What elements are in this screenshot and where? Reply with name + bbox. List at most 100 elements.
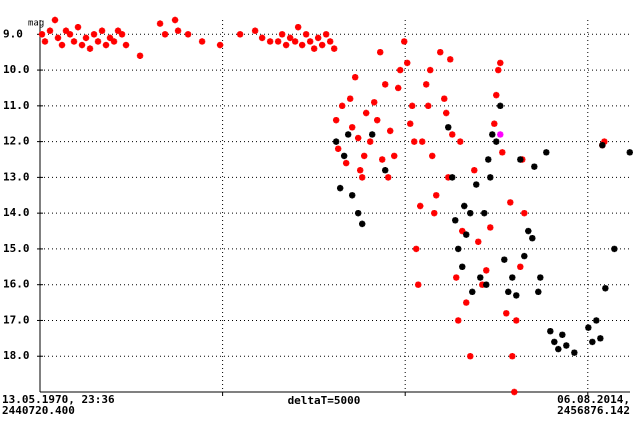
data-point bbox=[351, 74, 359, 81]
data-point bbox=[461, 202, 468, 210]
data-point bbox=[332, 138, 340, 145]
data-point bbox=[369, 131, 376, 138]
data-point bbox=[445, 124, 452, 131]
data-point bbox=[348, 124, 356, 131]
data-point bbox=[447, 56, 454, 63]
data-point bbox=[513, 317, 520, 324]
data-point bbox=[585, 324, 592, 331]
data-point bbox=[54, 34, 62, 42]
data-point bbox=[493, 138, 500, 145]
data-point bbox=[521, 209, 528, 217]
data-point bbox=[58, 41, 66, 49]
y-tick-label: 11.0 bbox=[3, 99, 30, 112]
data-point bbox=[286, 34, 294, 42]
data-point bbox=[489, 131, 496, 138]
data-point bbox=[487, 224, 494, 231]
data-point bbox=[413, 245, 420, 253]
data-point bbox=[98, 27, 106, 34]
data-point bbox=[626, 149, 633, 156]
data-point bbox=[423, 81, 430, 88]
data-point bbox=[555, 345, 562, 353]
data-point bbox=[563, 342, 570, 349]
data-point bbox=[174, 27, 182, 34]
data-point bbox=[452, 217, 459, 224]
data-point bbox=[346, 95, 354, 102]
data-point bbox=[602, 285, 609, 292]
data-point bbox=[395, 84, 402, 92]
data-point bbox=[517, 156, 524, 163]
data-point bbox=[322, 31, 330, 38]
y-tick-label: 10.0 bbox=[3, 63, 30, 76]
data-point bbox=[348, 192, 356, 199]
data-point bbox=[161, 31, 169, 38]
data-point bbox=[118, 31, 126, 38]
data-point bbox=[94, 38, 102, 45]
data-point bbox=[463, 299, 470, 306]
data-point bbox=[457, 138, 464, 145]
data-point bbox=[509, 353, 516, 360]
data-point bbox=[455, 245, 462, 253]
data-point bbox=[425, 102, 432, 110]
data-point bbox=[90, 31, 98, 38]
data-point bbox=[467, 209, 474, 217]
data-point bbox=[443, 109, 450, 117]
data-point bbox=[411, 138, 418, 145]
data-point bbox=[314, 34, 322, 42]
data-point bbox=[459, 227, 466, 235]
data-point bbox=[258, 34, 266, 42]
data-point bbox=[236, 31, 244, 38]
data-point bbox=[310, 45, 318, 52]
data-point bbox=[122, 41, 130, 49]
data-point bbox=[491, 120, 498, 127]
data-point bbox=[326, 38, 334, 45]
data-point bbox=[463, 231, 470, 238]
data-point bbox=[501, 256, 508, 263]
data-point bbox=[477, 274, 484, 281]
x-step-label: deltaT=5000 bbox=[288, 394, 361, 407]
data-point bbox=[469, 288, 476, 296]
data-point bbox=[278, 31, 286, 38]
data-point bbox=[467, 353, 474, 360]
data-point bbox=[445, 174, 452, 181]
data-point bbox=[535, 288, 542, 296]
data-point bbox=[251, 27, 259, 34]
y-tick-label: 15.0 bbox=[3, 242, 30, 255]
data-point bbox=[601, 138, 608, 145]
data-point bbox=[455, 317, 462, 324]
data-point bbox=[340, 152, 348, 160]
data-point bbox=[459, 263, 466, 271]
data-point bbox=[497, 102, 504, 110]
data-point bbox=[441, 95, 448, 102]
y-axis-label: mag bbox=[28, 19, 44, 29]
data-point bbox=[46, 27, 54, 34]
data-point bbox=[479, 281, 486, 288]
data-point bbox=[481, 209, 488, 217]
data-point bbox=[407, 120, 414, 127]
data-point bbox=[156, 20, 164, 27]
data-point bbox=[409, 102, 416, 110]
data-point bbox=[437, 48, 444, 56]
data-point bbox=[70, 38, 78, 45]
data-point bbox=[354, 209, 362, 217]
data-point bbox=[361, 152, 368, 160]
data-point bbox=[38, 31, 46, 38]
data-point bbox=[511, 388, 518, 396]
data-point bbox=[358, 220, 366, 228]
data-point bbox=[66, 31, 74, 38]
data-point bbox=[377, 48, 384, 56]
data-point bbox=[417, 202, 424, 210]
data-point bbox=[51, 16, 59, 24]
data-point bbox=[497, 131, 504, 138]
data-point bbox=[431, 209, 438, 217]
data-point bbox=[374, 116, 381, 124]
data-point bbox=[525, 227, 532, 235]
data-point bbox=[330, 45, 338, 52]
data-point bbox=[543, 149, 550, 156]
data-point bbox=[547, 327, 554, 335]
data-point bbox=[529, 234, 536, 242]
data-point bbox=[487, 174, 494, 181]
data-point bbox=[449, 174, 456, 181]
data-point bbox=[78, 41, 86, 49]
x-start-label: 13.05.1970, 23:36 bbox=[2, 393, 115, 406]
